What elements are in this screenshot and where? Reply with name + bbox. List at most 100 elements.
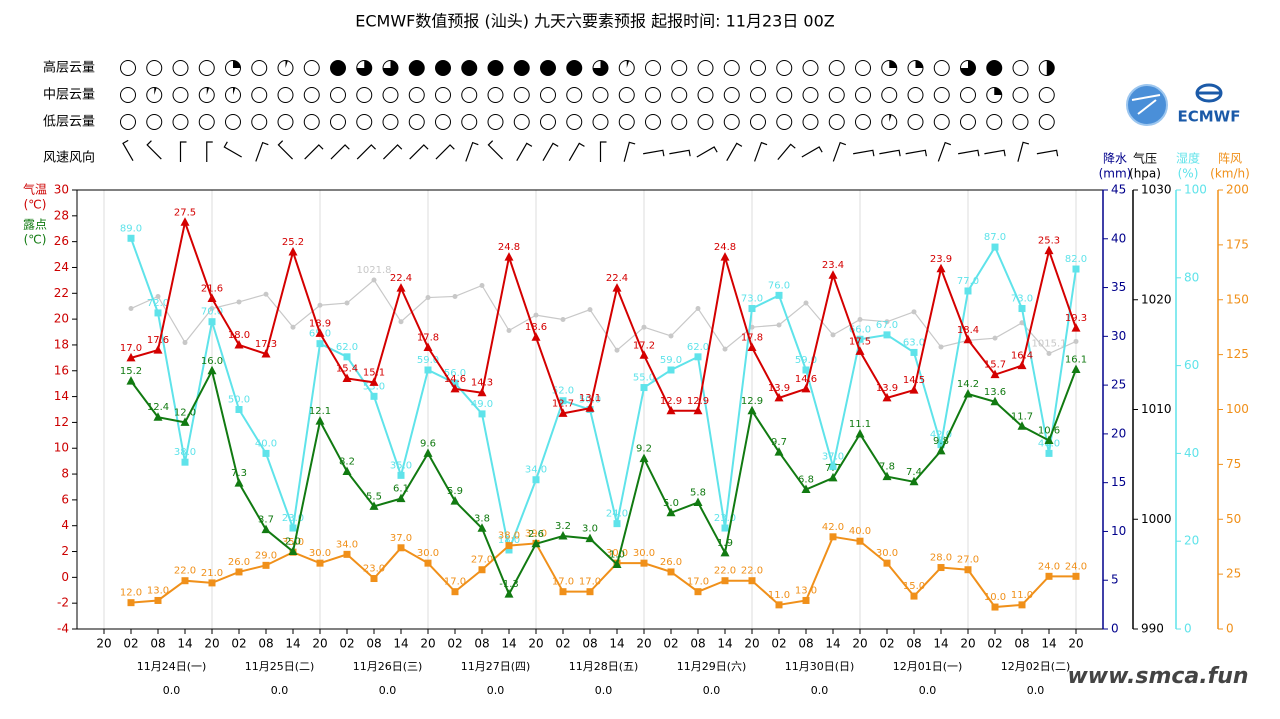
- point: [856, 335, 864, 343]
- point: [990, 369, 1000, 379]
- value-label: 13.9: [768, 383, 790, 394]
- cloud-icon: [408, 60, 425, 76]
- y-tick-label: 1000: [1141, 512, 1172, 526]
- y-tick-label: 0: [1184, 622, 1192, 636]
- cloud-fill: [285, 60, 288, 68]
- value-label: 72.0: [147, 298, 169, 309]
- cloud-fill: [626, 60, 630, 68]
- x-tick-label: 20: [744, 637, 759, 651]
- y-tick-label: 8: [61, 467, 69, 481]
- value-label: 17.8: [741, 333, 763, 344]
- value-label: 22.4: [606, 273, 628, 284]
- point: [828, 472, 838, 482]
- cloud-circle: [750, 87, 766, 103]
- point: [504, 252, 514, 261]
- cloud-icon: [802, 114, 819, 130]
- cloud-circle: [960, 114, 976, 130]
- point: [396, 493, 406, 503]
- value-label: 38.0: [498, 531, 520, 542]
- point: [938, 344, 944, 350]
- x-tick-label: 20: [960, 637, 975, 651]
- point: [315, 328, 325, 337]
- point: [506, 327, 512, 333]
- point: [398, 319, 404, 325]
- point: [262, 561, 270, 569]
- cloud-circle: [618, 114, 635, 130]
- cloud-icon: [986, 114, 1003, 130]
- day-label: 11月27日(四): [461, 660, 531, 673]
- point: [424, 366, 432, 374]
- value-label: 23.0: [363, 564, 385, 575]
- value-label: 10.6: [1038, 425, 1060, 436]
- value-label: 13.9: [876, 383, 898, 394]
- point: [154, 596, 162, 604]
- cloud-icon: [1012, 60, 1029, 76]
- cloud-icon: [881, 87, 898, 103]
- point: [585, 533, 595, 543]
- cloud-circle: [986, 114, 1003, 130]
- wind-barb: [623, 141, 636, 162]
- cloud-icon: [750, 114, 766, 130]
- point: [126, 376, 136, 385]
- cloud-icon: [198, 87, 215, 103]
- point: [234, 478, 244, 487]
- value-label: 17.0: [444, 577, 466, 588]
- cloud-icon: [303, 114, 320, 130]
- y-tick-label: 100: [1184, 183, 1207, 197]
- x-tick-label: 02: [555, 637, 570, 651]
- wind-barb: [277, 140, 293, 160]
- cloud-circle: [1038, 114, 1055, 130]
- value-label: 23.0: [282, 513, 304, 524]
- value-label: 24.8: [714, 242, 736, 253]
- value-label: 17.0: [120, 343, 142, 354]
- cloud-fill: [566, 60, 582, 76]
- point: [803, 300, 809, 306]
- point: [884, 319, 890, 325]
- value-label: 50.0: [579, 395, 601, 406]
- y-tick-label: 14: [54, 389, 69, 403]
- cloud-circle: [828, 87, 845, 103]
- value-label: 52.0: [552, 386, 574, 397]
- y-tick-label: 10: [54, 441, 69, 455]
- point: [720, 252, 730, 261]
- point: [181, 577, 189, 585]
- cloud-circle: [172, 60, 189, 76]
- point: [667, 366, 675, 374]
- cloud-circle: [592, 114, 609, 130]
- point: [774, 392, 784, 402]
- cloud-icon: [487, 87, 504, 103]
- value-label: 37.0: [822, 452, 844, 463]
- cloud-icon: [540, 60, 556, 76]
- y-tick-label: 200: [1226, 183, 1249, 197]
- point: [587, 307, 593, 313]
- x-tick-label: 14: [177, 637, 192, 651]
- cloud-fill: [1046, 60, 1055, 76]
- x-tick-label: 02: [987, 637, 1002, 651]
- y-tick-label: 28: [54, 208, 69, 222]
- value-label: 17.0: [687, 577, 709, 588]
- y-tick-label: 50: [1226, 512, 1241, 526]
- value-label: 62.0: [687, 342, 709, 353]
- value-label: 17.2: [633, 340, 655, 351]
- wind-barb: [599, 141, 607, 162]
- point: [559, 588, 567, 596]
- day-label: 11月25日(二): [245, 660, 315, 673]
- value-label: 15.7: [984, 360, 1006, 371]
- point: [1017, 360, 1027, 370]
- value-label: 11.0: [1011, 590, 1033, 601]
- point: [882, 392, 892, 402]
- cloud-circle: [723, 87, 740, 103]
- point: [531, 538, 541, 548]
- value-label: 28.0: [930, 553, 952, 564]
- series-line: [130, 367, 1077, 597]
- cloud-circle: [225, 114, 241, 130]
- daily-precip: 0.0: [811, 684, 829, 697]
- point: [315, 416, 325, 425]
- cloud-icon: [645, 60, 661, 76]
- value-label: 7.7: [825, 463, 841, 474]
- point: [802, 366, 810, 374]
- point: [694, 353, 702, 361]
- value-label: 35.0: [390, 460, 412, 471]
- cloud-icon: [933, 114, 950, 130]
- y-tick-label: 22: [54, 286, 69, 300]
